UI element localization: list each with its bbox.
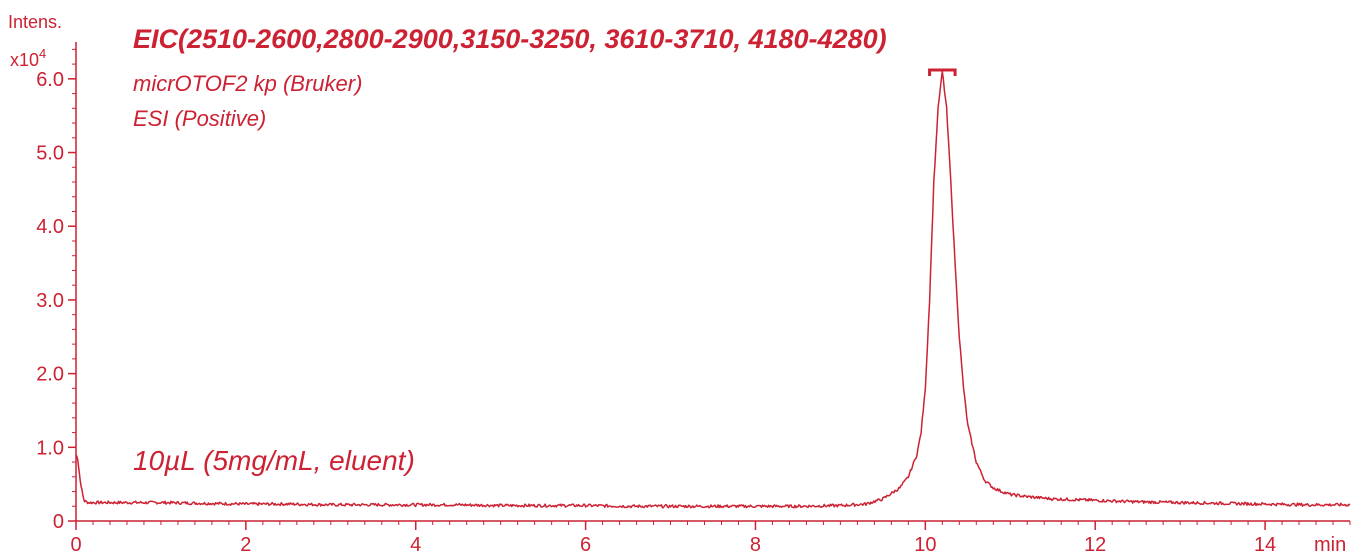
x-tick-label: 4: [410, 534, 421, 551]
x-tick-label: 0: [70, 534, 81, 551]
sample-annotation: 10µL (5mg/mL, eluent): [133, 445, 415, 476]
x-tick-label: 10: [914, 534, 936, 551]
chart-title: EIC(2510-2600,2800-2900,3150-3250, 3610-…: [133, 24, 887, 54]
x-tick-label: 2: [240, 534, 251, 551]
y-tick-label: 6.0: [36, 69, 64, 91]
y-axis-multiplier: x104: [10, 46, 46, 70]
y-tick-label: 2.0: [36, 364, 64, 386]
y-tick-label: 4.0: [36, 216, 64, 238]
series-group: [75, 70, 1351, 509]
axes: 0 1.0 2.0 3.0 4.0 5.0 6.0 0 2 4 6 8 10 12 14: [36, 42, 1351, 551]
x-axis-unit-label: min: [1314, 534, 1346, 551]
y-tick-label: 1.0: [36, 437, 64, 459]
instrument-annotation: micrOTOF2 kp (Bruker): [133, 71, 362, 96]
y-tick-label: 5.0: [36, 143, 64, 165]
x-tick-label: 14: [1254, 534, 1276, 551]
chromatogram-trace: [75, 70, 1351, 509]
y-axis-label: Intens.: [8, 12, 62, 32]
y-tick-label: 3.0: [36, 290, 64, 312]
peak-integration-bracket: [928, 68, 957, 76]
x-tick-label: 12: [1084, 534, 1106, 551]
x-tick-label: 6: [580, 534, 591, 551]
x-tick-label: 8: [750, 534, 761, 551]
ionization-annotation: ESI (Positive): [133, 106, 266, 131]
y-tick-label: 0: [53, 511, 64, 533]
